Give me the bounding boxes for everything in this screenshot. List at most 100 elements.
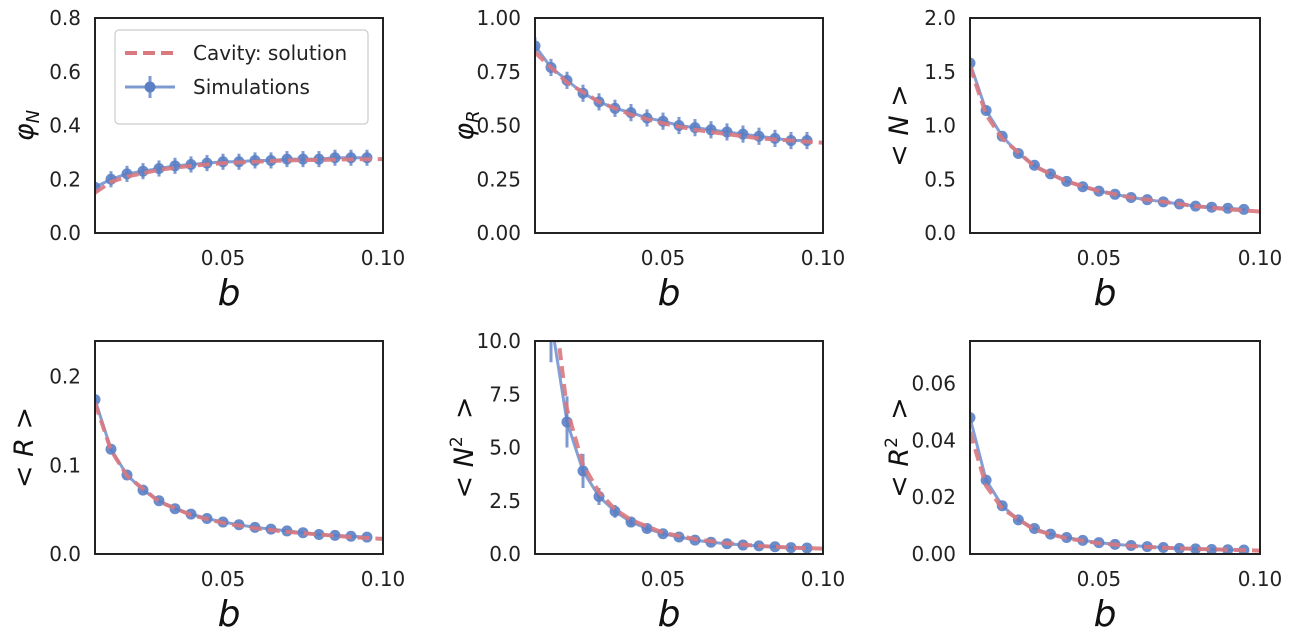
x-tick-label: 0.05 (201, 246, 246, 270)
x-axis-label: b (1094, 273, 1117, 314)
cavity-solution-line (970, 65, 1260, 214)
y-axis-label: < N2 > (447, 396, 480, 498)
x-tick-label: 0.10 (801, 246, 846, 270)
chart-panel-6: 0.05 0.10 0.00 0.02 0.04 0.06 b < R2 > (882, 340, 1283, 635)
x-tick-label: 0.10 (801, 567, 846, 591)
simulations-line (552, 341, 808, 550)
axes-frame (969, 17, 1261, 234)
chart-panel-5: 0.05 0.10 0.0 2.5 5.0 7.5 10.0 b < N2 > (447, 329, 846, 635)
simulations-line (970, 62, 1244, 211)
simulations-point (801, 542, 813, 554)
y-tick-label: 0.2 (49, 167, 81, 191)
x-axis-label: b (218, 273, 241, 314)
y-tick-label: 2.5 (489, 489, 521, 513)
y-tick-label: 0.1 (49, 453, 81, 477)
y-tick-label: 10.0 (476, 329, 521, 353)
y-tick-label: 0.00 (911, 542, 956, 566)
x-axis-label: b (658, 594, 681, 635)
chart-panel-3: 0.05 0.10 0.0 0.5 1.0 1.5 2.0 b < N > (884, 6, 1282, 314)
y-axis-label: < R2 > (882, 397, 915, 498)
simulations-point (297, 153, 309, 165)
cavity-solution-line (970, 431, 1260, 553)
simulations-point (329, 529, 341, 541)
y-tick-label: 1.5 (924, 60, 956, 84)
x-tick-label: 0.10 (1238, 246, 1283, 270)
y-tick-label: 1.0 (924, 114, 956, 138)
axes-frame (94, 340, 384, 555)
y-axis-label: < R > (9, 407, 40, 488)
plot-area (95, 149, 383, 195)
simulations-line (95, 156, 367, 189)
y-tick-label: 7.5 (489, 382, 521, 406)
plot-area (535, 37, 823, 150)
y-tick-label: 0.50 (476, 114, 521, 138)
y-tick-label: 0.0 (49, 221, 81, 245)
cavity-solution-line (556, 341, 823, 551)
legend: Cavity: solution Simulations (114, 29, 369, 125)
axes-frame (534, 340, 824, 555)
cavity-solution-line (535, 50, 823, 145)
x-tick-label: 0.05 (641, 567, 686, 591)
cavity-solution-line (95, 157, 383, 195)
y-tick-label: 0.4 (49, 114, 81, 138)
y-axis-label: φR (449, 110, 484, 140)
y-tick-label: 0.5 (924, 167, 956, 191)
simulations-point (785, 542, 797, 554)
simulations-point (313, 528, 325, 540)
axes-frame (969, 340, 1261, 555)
simulations-point (970, 412, 976, 424)
simulations-point (297, 527, 309, 539)
y-tick-label: 1.00 (476, 6, 521, 30)
simulations-line (970, 417, 1244, 552)
legend-cavity-label: Cavity: solution (193, 41, 347, 65)
simulations-point (1190, 543, 1202, 554)
x-tick-label: 0.10 (361, 246, 406, 270)
y-tick-label: 2.0 (924, 6, 956, 30)
x-tick-label: 0.05 (201, 567, 246, 591)
plot-area (970, 412, 1260, 554)
cavity-solution-line (95, 402, 383, 541)
axes-frame (94, 17, 384, 234)
y-tick-label: 0.75 (476, 60, 521, 84)
plot-area (970, 57, 1260, 215)
y-tick-label: 0.8 (49, 6, 81, 30)
chart-panel-1: 0.05 0.10 0.0 0.2 0.4 0.6 0.8 b φN (9, 6, 405, 314)
chart-panel-2: 0.05 0.10 0.00 0.25 0.50 0.75 1.00 b φR (449, 6, 845, 314)
legend-simulations-marker (144, 81, 156, 93)
y-axis-label: < N > (884, 84, 915, 167)
simulations-point (970, 57, 976, 69)
x-tick-label: 0.05 (1077, 567, 1122, 591)
x-axis-label: b (658, 273, 681, 314)
x-tick-label: 0.10 (361, 567, 406, 591)
y-tick-label: 0.6 (49, 60, 81, 84)
y-axis-label: φN (9, 110, 44, 141)
simulations-point (577, 465, 589, 477)
x-axis-label: b (1094, 594, 1117, 635)
simulations-point (95, 394, 101, 406)
simulations-line (95, 399, 368, 539)
x-axis-label: b (218, 594, 241, 635)
y-tick-label: 0.00 (476, 221, 521, 245)
simulations-point (1173, 542, 1185, 554)
y-tick-label: 0.04 (911, 428, 956, 452)
y-tick-label: 0.2 (49, 365, 81, 389)
y-tick-label: 5.0 (489, 436, 521, 460)
y-tick-label: 0.25 (476, 167, 521, 191)
simulations-point (535, 40, 541, 52)
simulations-point (769, 541, 781, 553)
plot-area (95, 394, 383, 543)
y-tick-label: 0.0 (49, 542, 81, 566)
simulations-line (535, 45, 807, 143)
legend-simulations-label: Simulations (193, 75, 310, 99)
axes-frame (534, 17, 824, 234)
simulations-point (1206, 543, 1218, 554)
y-tick-label: 0.0 (924, 221, 956, 245)
y-tick-label: 0.06 (911, 372, 956, 396)
y-tick-label: 0.0 (489, 542, 521, 566)
x-tick-label: 0.05 (641, 246, 686, 270)
x-tick-label: 0.10 (1238, 567, 1283, 591)
x-tick-label: 0.05 (1077, 246, 1122, 270)
y-tick-label: 0.02 (911, 485, 956, 509)
plot-area (549, 341, 823, 554)
